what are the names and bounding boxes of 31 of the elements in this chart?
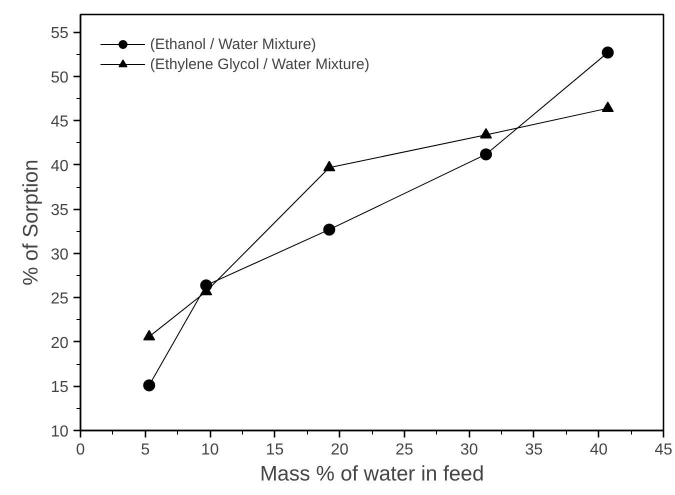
- x-tick-label: 40: [590, 442, 608, 458]
- y-tick-label: 55: [50, 25, 69, 42]
- x-tick-label: 5: [140, 442, 150, 458]
- y-tick-label: 50: [50, 69, 69, 86]
- point: [602, 101, 614, 112]
- x-tick-label: 10: [201, 442, 220, 458]
- y-tick-label: 15: [50, 379, 69, 396]
- x-tick-label: 0: [76, 442, 86, 458]
- legend-label: (Ethanol / Water Mixture): [150, 36, 316, 52]
- y-tick-label: 30: [50, 246, 69, 264]
- x-tick-label: 35: [525, 442, 543, 458]
- x-tick-label: 30: [460, 442, 478, 458]
- legend-label: (Ethylene Glycol / Water Mixture): [150, 56, 370, 72]
- x-tick-label: 15: [266, 442, 284, 458]
- point: [480, 148, 492, 160]
- y-tick-label: 10: [50, 424, 69, 440]
- point: [143, 330, 156, 340]
- y-tick-label: 40: [50, 158, 69, 175]
- x-tick-label: 45: [654, 442, 672, 458]
- x-tick-label: 20: [330, 442, 349, 458]
- x-axis-title: Mass % of water in feed: [260, 462, 484, 486]
- y-tick-label: 20: [50, 334, 69, 352]
- point: [143, 379, 156, 392]
- y-tick-label: 25: [50, 290, 69, 308]
- y-tick-label: 35: [50, 202, 69, 220]
- x-tick-label: 25: [395, 442, 414, 458]
- point: [480, 128, 492, 139]
- point: [323, 224, 336, 236]
- y-axis-title: % of Sorption: [20, 159, 43, 286]
- point: [323, 160, 336, 172]
- y-tick-label: 45: [50, 114, 69, 131]
